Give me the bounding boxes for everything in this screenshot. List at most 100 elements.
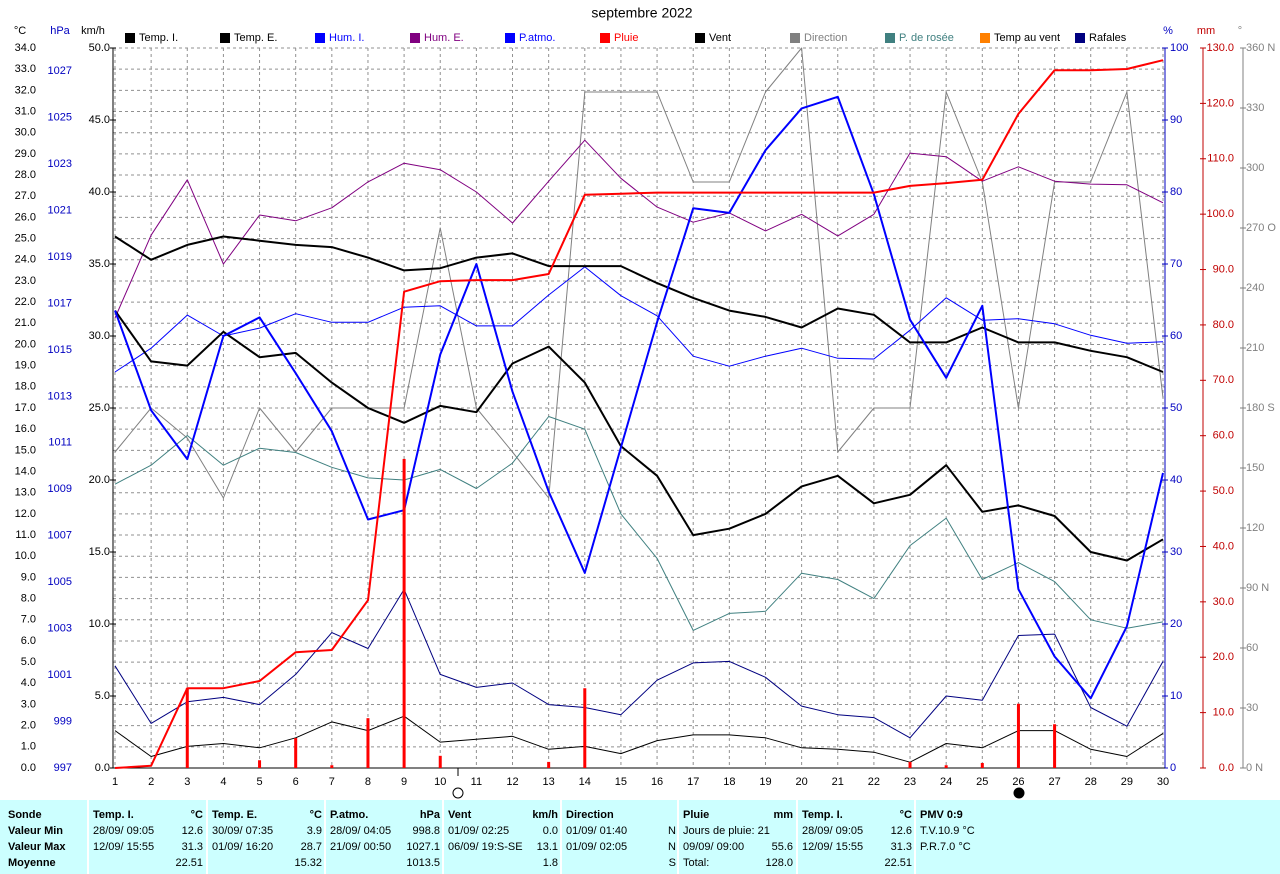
cell-left: 09/09/ 09:00 — [683, 841, 745, 853]
x-tick-label: 2 — [148, 776, 154, 788]
y-tick-label: 20.0 — [89, 474, 110, 486]
cell-left: 28/09/ 09:05 — [93, 825, 155, 837]
cell-right: 128.0 — [765, 857, 793, 869]
y-tick-label: 0 N — [1246, 762, 1263, 774]
series-line — [114, 588, 1164, 739]
cell-right: 1013.5 — [406, 857, 440, 869]
legend-label: Temp au vent — [994, 32, 1060, 44]
y-tick-label: 32.0 — [15, 84, 36, 96]
y-tick-label: 8.0 — [21, 592, 36, 604]
rain-bar — [583, 688, 587, 768]
x-tick-label: 25 — [976, 776, 988, 788]
cell-right: 22.51 — [884, 857, 912, 869]
y-tick-label: 1009 — [48, 483, 72, 495]
y-tick-label: 9.0 — [21, 571, 36, 583]
x-tick-label: 16 — [651, 776, 663, 788]
y-tick-label: 0 — [1170, 762, 1176, 774]
y-tick-label: 997 — [54, 762, 72, 774]
column-header: PMV 0:9 — [920, 809, 963, 821]
legend-label: Pluie — [614, 32, 638, 44]
y-tick-label: 5.0 — [21, 656, 36, 668]
legend-label: Temp. I. — [139, 32, 178, 44]
column-separator — [796, 800, 798, 874]
rain-bar — [185, 688, 189, 768]
cell-left: 01/09/ 02:25 — [448, 825, 510, 837]
y-tick-label: 240 — [1246, 282, 1264, 294]
cell-right: 13.1 — [536, 841, 558, 853]
axis-unit: km/h — [81, 25, 105, 37]
series-line — [114, 266, 1164, 373]
legend-swatch — [885, 33, 895, 43]
axis-unit: ° — [1238, 25, 1242, 37]
y-tick-label: 21.0 — [15, 317, 36, 329]
y-tick-label: 3.0 — [21, 698, 36, 710]
rain-bar — [908, 761, 912, 768]
y-tick-label: 1.0 — [21, 741, 36, 753]
cell-right: 998.8 — [412, 825, 440, 837]
legend-swatch — [125, 33, 135, 43]
series-line — [114, 59, 1164, 769]
y-tick-label: 1025 — [48, 112, 72, 124]
row-label: Valeur Min — [8, 825, 64, 837]
series-line — [114, 235, 1164, 373]
legend-swatch — [980, 33, 990, 43]
legend-swatch — [600, 33, 610, 43]
summary-table: Sonde Valeur Min Valeur Max Moyenne Temp. I.… — [0, 800, 1280, 874]
y-tick-label: 150 — [1246, 462, 1264, 474]
x-tick-label: 20 — [795, 776, 807, 788]
x-tick-label: 22 — [868, 776, 880, 788]
legend-swatch — [1075, 33, 1085, 43]
y-tick-label: 1015 — [48, 344, 72, 356]
cell-left: 28/09/ 04:05 — [330, 825, 392, 837]
x-tick-label: 26 — [1012, 776, 1024, 788]
x-tick-label: 29 — [1121, 776, 1133, 788]
y-tick-label: 26.0 — [15, 211, 36, 223]
x-tick-label: 9 — [401, 776, 407, 788]
axis-unit: °C — [14, 25, 26, 37]
legend-label: P.atmo. — [519, 32, 556, 44]
y-tick-label: 270 O — [1246, 222, 1276, 234]
column-unit: °C — [309, 809, 322, 821]
y-tick-label: 0.0 — [95, 762, 110, 774]
rain-bar — [944, 765, 948, 768]
rain-bar — [438, 755, 442, 768]
legend-label: P. de rosée — [899, 32, 954, 44]
cell-right: 15.32 — [294, 857, 322, 869]
x-tick-label: 19 — [759, 776, 771, 788]
cell-right: 28.7 — [300, 841, 322, 853]
y-tick-label: 23.0 — [15, 275, 36, 287]
y-tick-label: 180 S — [1246, 402, 1275, 414]
y-tick-label: 330 — [1246, 102, 1264, 114]
y-tick-label: 16.0 — [15, 423, 36, 435]
y-tick-label: 30.0 — [89, 330, 110, 342]
cell-left: 01/09/ 16:20 — [212, 841, 274, 853]
y-tick-label: 1003 — [48, 623, 72, 635]
y-tick-label: 24.0 — [15, 254, 36, 266]
x-tick-label: 7 — [329, 776, 335, 788]
y-tick-label: 29.0 — [15, 148, 36, 160]
rain-bar — [294, 738, 298, 768]
column-unit: hPa — [419, 809, 440, 821]
x-tick-label: 13 — [543, 776, 555, 788]
legend-swatch — [790, 33, 800, 43]
cell-right: N — [668, 825, 676, 837]
series-line — [114, 715, 1164, 763]
cell-right: 55.6 — [771, 841, 793, 853]
x-tick-label: 3 — [184, 776, 190, 788]
x-tick-label: 15 — [615, 776, 627, 788]
column-unit: mm — [773, 809, 793, 821]
rain-bar — [980, 763, 984, 768]
cell-right: 1027.1 — [406, 841, 440, 853]
cell-left: 30/09/ 07:35 — [212, 825, 274, 837]
column-separator — [677, 800, 679, 874]
moon-new — [452, 787, 464, 799]
y-tick-label: 60 — [1170, 330, 1182, 342]
y-tick-label: 1005 — [48, 576, 72, 588]
cell-right: 22.51 — [175, 857, 203, 869]
y-tick-label: 1027 — [48, 65, 72, 77]
y-tick-label: 15.0 — [89, 546, 110, 558]
axis-unit: % — [1163, 25, 1173, 37]
y-tick-label: 4.0 — [21, 677, 36, 689]
y-tick-label: 60.0 — [1213, 430, 1234, 442]
